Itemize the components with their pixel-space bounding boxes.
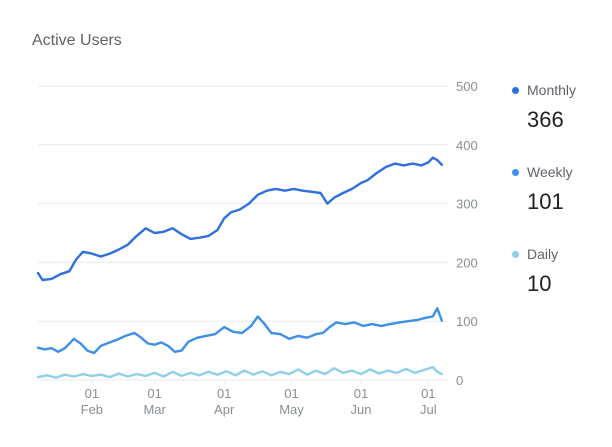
series-line-daily [36,365,443,379]
x-tick-month-may: May [279,402,304,417]
legend-value-monthly: 366 [527,107,564,132]
x-tick-month-mar: Mar [143,402,166,417]
legend-item-daily[interactable]: Daily 10 [512,246,608,328]
x-tick-month-jun: Jun [351,402,372,417]
x-tick-day-jun: 01 [354,386,368,401]
series-line-monthly [36,156,443,282]
series-line-weekly [36,307,443,355]
daily-dot-icon [512,250,519,258]
x-tick-day-mar: 01 [147,386,161,401]
x-tick-day-jul: 01 [421,386,435,401]
x-tick-day-feb: 01 [85,386,99,401]
x-tick-month-apr: Apr [214,402,235,417]
legend-value-weekly: 101 [527,189,564,214]
y-tick-label-200: 200 [456,255,478,270]
legend-item-monthly[interactable]: Monthly 366 [512,82,608,164]
weekly-dot-icon [512,168,519,176]
y-tick-label-300: 300 [456,197,478,212]
series-lines [36,156,443,379]
gridlines [38,85,448,381]
y-tick-label-100: 100 [456,314,478,329]
legend: Monthly 366 Weekly 101 Daily 10 [512,82,608,328]
x-tick-month-feb: Feb [81,402,103,417]
y-tick-label-400: 400 [456,138,478,153]
legend-value-daily: 10 [527,271,552,296]
y-tick-label-0: 0 [456,373,463,388]
legend-label-daily: Daily [527,246,559,262]
x-tick-day-may: 01 [284,386,298,401]
x-tick-day-apr: 01 [217,386,231,401]
y-tick-label-500: 500 [456,79,478,94]
legend-label-monthly: Monthly [527,82,577,98]
legend-label-weekly: Weekly [527,164,573,180]
y-axis-tick-labels: 0 100 200 300 400 500 [456,79,478,388]
chart-title: Active Users [32,32,122,49]
monthly-dot-icon [512,86,519,94]
x-tick-month-jul: Jul [420,402,437,417]
legend-item-weekly[interactable]: Weekly 101 [512,164,608,246]
